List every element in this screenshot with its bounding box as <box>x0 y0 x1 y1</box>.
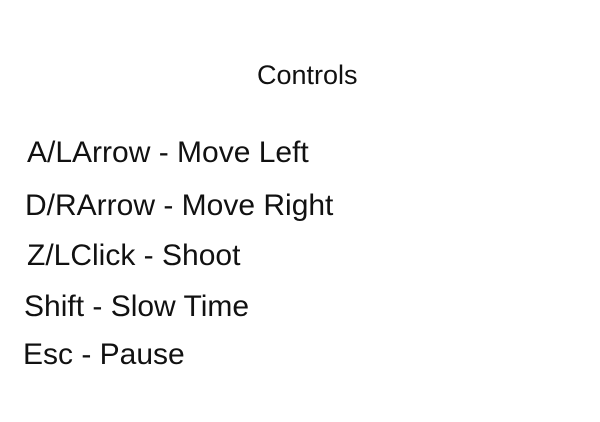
control-shoot: Z/LClick - Shoot <box>27 239 241 272</box>
control-slow-time: Shift - Slow Time <box>24 290 250 323</box>
control-move-right: D/RArrow - Move Right <box>25 189 334 222</box>
control-move-left: A/LArrow - Move Left <box>27 136 309 169</box>
control-pause: Esc - Pause <box>23 338 185 371</box>
screen-title: Controls <box>257 60 358 90</box>
